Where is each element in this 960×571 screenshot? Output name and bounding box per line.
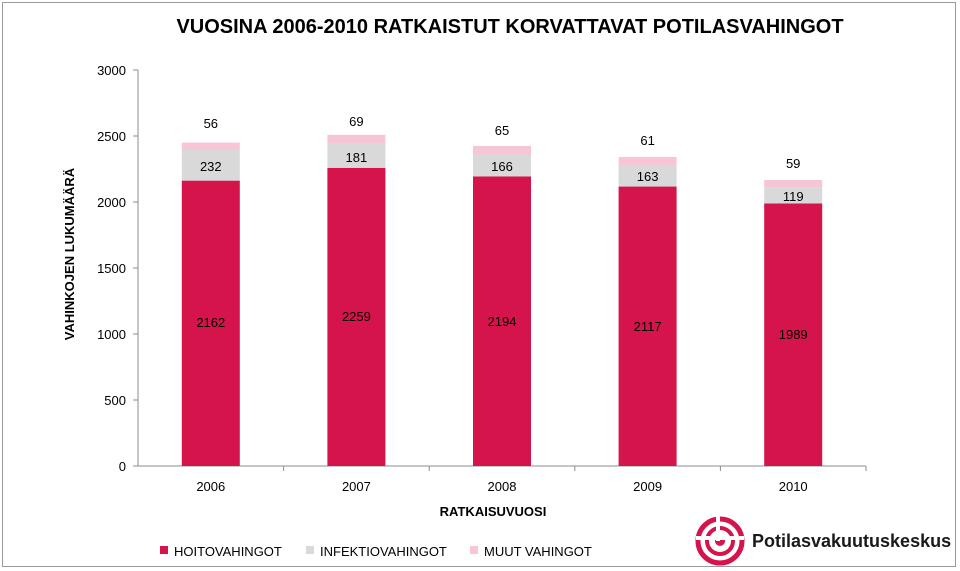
data-label: 163 [637, 169, 659, 184]
bar-segment [618, 156, 677, 166]
y-tick-label: 2000 [97, 195, 126, 210]
legend-label: MUUT VAHINGOT [484, 544, 592, 559]
data-label: 59 [786, 156, 800, 171]
legend-swatch [160, 546, 168, 554]
legend-swatch [470, 546, 478, 554]
y-axis-title: VAHINKOJEN LUKUMÄÄRÄ [62, 167, 77, 340]
x-tick-label: 2008 [488, 479, 517, 494]
legend-label: HOITOVAHINGOT [174, 544, 282, 559]
x-tick-label: 2006 [196, 479, 225, 494]
x-tick-label: 2007 [342, 479, 371, 494]
bar-segment [327, 143, 386, 168]
data-label: 2194 [488, 314, 517, 329]
logo-wordmark: Potilasvakuutuskeskus [752, 531, 951, 551]
bar-segment [618, 165, 677, 187]
data-label: 2117 [634, 319, 662, 334]
x-axis-title: RATKAISUVUOSI [440, 504, 547, 519]
y-tick-label: 500 [104, 393, 126, 408]
bar-segment [764, 187, 823, 204]
bar-segment [764, 179, 823, 188]
bar-segment [181, 149, 240, 181]
data-label: 2162 [196, 315, 225, 330]
bar-segment [327, 167, 386, 466]
chart-title: VUOSINA 2006-2010 RATKAISTUT KORVATTAVAT… [176, 16, 843, 38]
y-tick-label: 0 [119, 459, 126, 474]
x-tick-label: 2009 [633, 479, 662, 494]
bar-segment [473, 145, 531, 155]
data-label: 232 [200, 159, 222, 174]
bar-segment [618, 186, 677, 466]
bar-segment [473, 154, 531, 177]
data-label: 1989 [779, 327, 808, 342]
bar-segment [473, 176, 531, 466]
legend: HOITOVAHINGOT INFEKTIOVAHINGOT MUUT VAHING… [160, 544, 592, 559]
legend-swatch [306, 546, 314, 554]
logo: Potilasvakuutuskeskus [695, 514, 951, 566]
plot-area: 0 500 1000 1500 2000 2500 3000 2006 2007 2008 2009… [97, 63, 867, 494]
data-label: 56 [204, 116, 218, 131]
y-tick-label: 2500 [97, 129, 126, 144]
data-label: 166 [491, 159, 513, 174]
bar-segment [327, 134, 386, 144]
x-tick-label: 2010 [779, 479, 808, 494]
y-tick-label: 1000 [97, 327, 126, 342]
data-label: 2259 [342, 309, 371, 324]
y-tick-label: 3000 [97, 63, 126, 78]
data-label: 69 [349, 114, 363, 129]
bar-segment [181, 142, 240, 150]
bar-segment [764, 203, 823, 466]
logo-mark [695, 514, 745, 566]
data-label: 61 [640, 133, 654, 148]
data-label: 65 [495, 123, 509, 138]
legend-label: INFEKTIOVAHINGOT [320, 544, 447, 559]
data-label: 119 [783, 189, 804, 204]
y-tick-label: 1500 [97, 261, 126, 276]
bar-segment [181, 180, 240, 466]
data-label: 181 [346, 150, 368, 165]
